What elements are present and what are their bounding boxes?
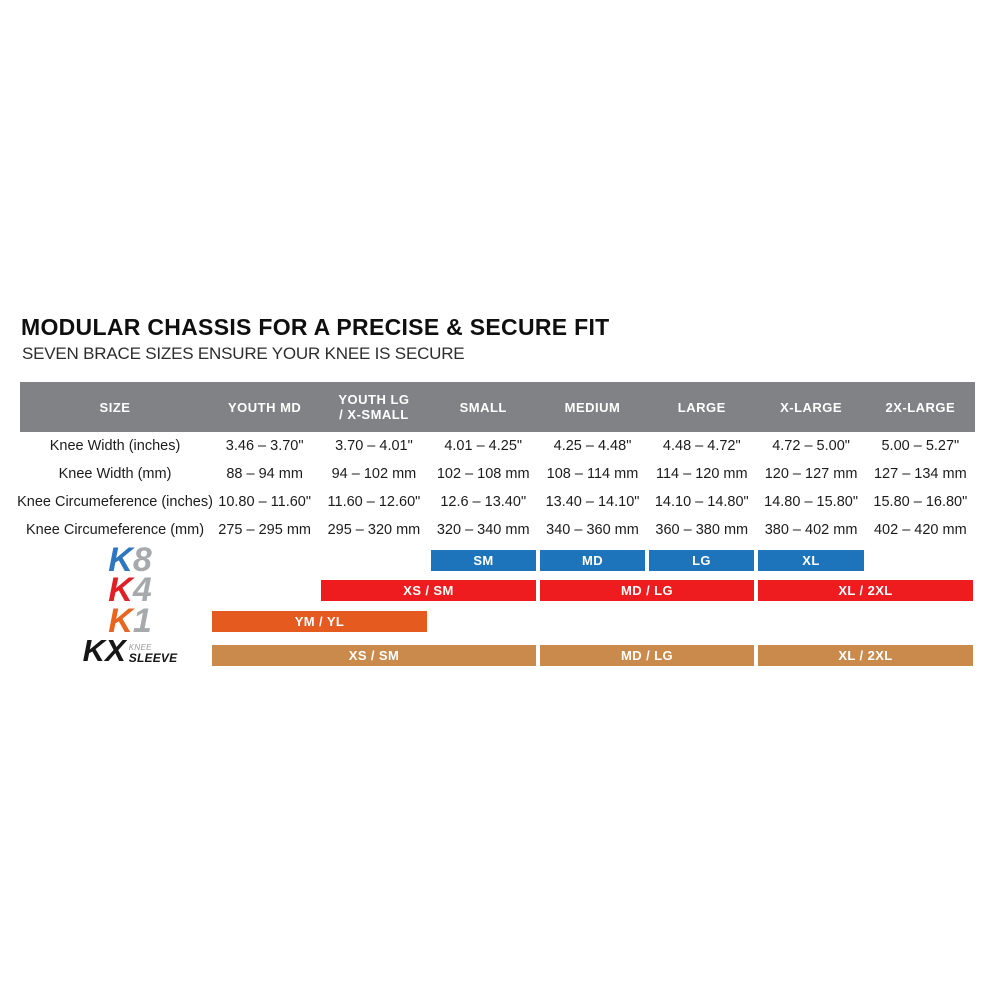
size-table-header: SIZE YOUTH MD YOUTH LG / X-SMALL SMALL M… (20, 382, 975, 432)
page-title: MODULAR CHASSIS FOR A PRECISE & SECURE F… (21, 314, 610, 340)
cell: 340 – 360 mm (546, 522, 639, 538)
page-subtitle: SEVEN BRACE SIZES ENSURE YOUR KNEE IS SE… (22, 344, 465, 363)
cell: 94 – 102 mm (331, 466, 417, 482)
column-header-x-large: X-LARGE (780, 399, 843, 415)
kx-size-bar-xs-sm: XS / SM (212, 645, 536, 666)
cell: 4.72 – 5.00" (772, 438, 850, 454)
column-header-youth-lg-x-small: YOUTH LG / X-SMALL (338, 392, 410, 422)
cell: 14.10 – 14.80" (654, 494, 749, 510)
cell: 320 – 340 mm (436, 522, 530, 538)
size-table: SIZE YOUTH MD YOUTH LG / X-SMALL SMALL M… (17, 382, 975, 544)
kx-size-bar-xl-2xl: XL / 2XL (758, 645, 973, 666)
cell: 127 – 134 mm (873, 466, 967, 482)
kx-knee-sleeve-logo: KX KNEE SLEEVE (82, 633, 178, 668)
cell: 10.80 – 11.60" (218, 494, 312, 510)
k4-size-bar-xs-sm: XS / SM (321, 580, 536, 601)
kx-size-bar-md-lg: MD / LG (540, 645, 754, 666)
column-header-large: LARGE (677, 399, 726, 415)
k4-size-bar-xl-2xl: XL / 2XL (758, 580, 973, 601)
k1-size-bar-ym-yl: YM / YL (212, 611, 427, 632)
cell: 5.00 – 5.27" (881, 438, 960, 454)
cell: 11.60 – 12.60" (327, 494, 421, 510)
k8-size-bar-md: MD (540, 550, 645, 571)
table-row-knee-circumference-inches: Knee Circumeference (inches) 10.80 – 11.… (17, 488, 975, 516)
cell: 114 – 120 mm (655, 466, 748, 482)
column-header-youth-md: YOUTH MD (227, 399, 302, 415)
cell: 275 – 295 mm (218, 522, 311, 538)
kx-logo-knee-text: KNEE (128, 643, 152, 652)
row-label: Knee Width (inches) (49, 438, 181, 454)
table-row-knee-width-mm: Knee Width (mm) 88 – 94 mm 94 – 102 mm 1… (20, 460, 975, 488)
cell: 360 – 380 mm (655, 522, 749, 538)
cell: 12.6 – 13.40" (440, 494, 527, 510)
row-label: Knee Circumeference (mm) (25, 522, 205, 538)
cell: 15.80 – 16.80" (873, 494, 968, 510)
row-label: Knee Circumeference (inches) (17, 494, 213, 510)
column-header-medium: MEDIUM (564, 399, 621, 415)
column-header-small: SMALL (459, 399, 507, 415)
cell: 14.80 – 15.80" (764, 494, 858, 510)
table-row-knee-width-inches: Knee Width (inches) 3.46 – 3.70" 3.70 – … (20, 432, 975, 460)
cell: 4.48 – 4.72" (662, 438, 741, 454)
cell: 108 – 114 mm (546, 466, 639, 482)
row-label: Knee Width (mm) (58, 466, 172, 482)
cell: 120 – 127 mm (764, 466, 858, 482)
column-header-2x-large: 2X-LARGE (885, 399, 956, 415)
kx-logo-sleeve-text: SLEEVE (128, 651, 178, 665)
k4-size-bar-md-lg: MD / LG (540, 580, 754, 601)
k8-size-bar-sm: SM (431, 550, 536, 571)
cell: 3.70 – 4.01" (335, 438, 413, 454)
cell: 13.40 – 14.10" (545, 494, 640, 510)
column-header-size: SIZE (99, 399, 131, 415)
cell: 295 – 320 mm (327, 522, 421, 538)
cell: 102 – 108 mm (436, 466, 530, 482)
cell: 88 – 94 mm (226, 466, 303, 482)
k8-size-bar-lg: LG (649, 550, 754, 571)
k8-logo: K8 (108, 541, 152, 579)
k8-size-bar-xl: XL (758, 550, 864, 571)
table-row-knee-circumference-mm: Knee Circumeference (mm) 275 – 295 mm 29… (20, 516, 975, 544)
cell: 380 – 402 mm (764, 522, 858, 538)
cell: 402 – 420 mm (873, 522, 967, 538)
k1-logo: K1 (108, 602, 152, 640)
cell: 3.46 – 3.70" (225, 438, 304, 454)
k4-logo: K4 (108, 571, 152, 609)
cell: 4.25 – 4.48" (553, 438, 632, 454)
cell: 4.01 – 4.25" (444, 438, 523, 454)
